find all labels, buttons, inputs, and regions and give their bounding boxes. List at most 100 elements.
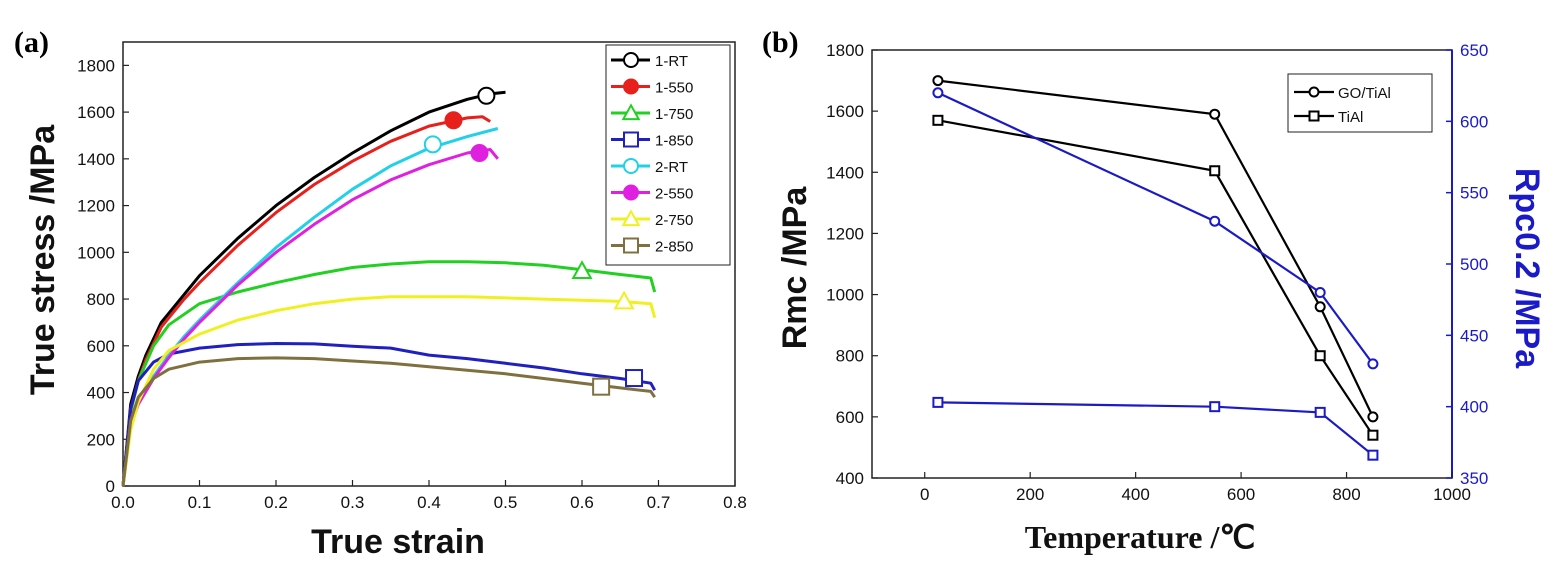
chart-b-left-tick-label: 1000: [826, 286, 864, 305]
chart-b-x-tick-label: 200: [1016, 485, 1044, 504]
chart-a-y-tick-label: 1200: [77, 197, 115, 216]
chart-b-point-rmc-GO-TiAl: [932, 75, 944, 87]
chart-b-line-rmc-GO-TiAl: [937, 79, 1374, 418]
chart-b-point-rmc-TiAl: [1367, 429, 1379, 441]
panel-b-label: (b): [762, 26, 799, 59]
chart-a-markers: [423, 86, 644, 396]
chart-a-series-line-2-750: [121, 295, 657, 487]
chart-a-legend-marker-2-750: [621, 209, 641, 227]
chart-a-legend-marker-1-550: [623, 78, 639, 95]
chart-b-legend: GO/TiAl TiAl: [1287, 73, 1433, 133]
chart-b-x-tick-label: 600: [1227, 485, 1255, 504]
chart-a-legend: 1-RT 1-550 1-750 1-850 2-RT 2-550 2-750 2-850: [605, 44, 731, 266]
chart-a-x-tick-label: 0.7: [647, 493, 671, 512]
chart-b-markers: [932, 75, 1379, 461]
chart-a-legend-label: 1-550: [655, 80, 693, 97]
chart-a-y-tick-label: 400: [87, 384, 115, 403]
chart-b-left-tick-label: 1800: [826, 41, 864, 60]
chart-b-point-rpc-GO-TiAl: [1314, 287, 1326, 299]
chart-a-legend-label: 2-550: [655, 186, 693, 203]
chart-b-legend-label: GO/TiAl: [1338, 85, 1391, 102]
chart-b-point-rmc-TiAl: [1209, 165, 1221, 177]
chart-a-y-axis-title: True stress /MPa: [24, 124, 62, 395]
chart-a-stress-strain: 0.0 0.1 0.2 0.3 0.4 0.5 0.6 0.7 0.8 0 200 400 600 800…: [24, 41, 747, 561]
chart-b-point-rpc-GO-TiAl: [1367, 358, 1379, 370]
chart-b-line-rpc-GO-TiAl: [937, 91, 1374, 365]
chart-a-legend-label: 1-750: [655, 106, 693, 123]
chart-b-point-rpc-TiAl: [932, 396, 944, 408]
chart-a-x-tick-label: 0.5: [494, 493, 518, 512]
chart-a-legend-marker-2-550: [623, 184, 639, 201]
chart-a-x-tick-label: 0.3: [341, 493, 365, 512]
chart-a-series-marker-1-750: [571, 260, 593, 280]
chart-b-left-tick-label: 600: [836, 408, 864, 427]
chart-a-legend-marker-2-RT: [623, 158, 639, 174]
chart-a-series-marker-1-850: [625, 369, 644, 388]
chart-b-point-rpc-TiAl: [1314, 406, 1326, 418]
chart-b-legend-marker: [1308, 86, 1320, 98]
chart-b-lines: [937, 79, 1374, 457]
chart-a-x-tick-label: 0.0: [111, 493, 135, 512]
chart-b-right-tick-label: 450: [1460, 326, 1488, 345]
chart-b-temperature: 0 200 400 600 800 1000 400 600 800 1000 1200 1400 16…: [776, 41, 1546, 555]
chart-b-left-tick-label: 1200: [826, 224, 864, 243]
chart-b-legend-marker: [1308, 110, 1320, 122]
chart-b-left-tick-label: 1600: [826, 102, 864, 121]
chart-a-y-tick-label: 200: [87, 430, 115, 449]
chart-b-line-rpc-TiAl: [937, 401, 1374, 457]
chart-a-x-tick-label: 0.2: [264, 493, 288, 512]
chart-a-ticks: 0.0 0.1 0.2 0.3 0.4 0.5 0.6 0.7 0.8 0 200 400 600 800…: [77, 56, 747, 512]
chart-a-legend-marker-2-850: [623, 237, 639, 254]
chart-a-legend-box: [605, 44, 731, 266]
chart-b-x-tick-label: 0: [920, 485, 929, 504]
chart-b-right-tick-label: 350: [1460, 469, 1488, 488]
chart-a-series-marker-2-RT: [423, 135, 442, 154]
chart-b-line-rmc-TiAl: [937, 119, 1374, 436]
chart-a-legend-label: 1-RT: [655, 53, 688, 70]
chart-a-legend-label: 2-RT: [655, 159, 688, 176]
chart-b-right-tick-label: 500: [1460, 255, 1488, 274]
chart-b-x-axis-title: Temperature /℃: [1025, 519, 1256, 555]
chart-a-y-tick-label: 600: [87, 337, 115, 356]
chart-b-legend-box: [1287, 73, 1433, 133]
chart-a-legend-label: 1-850: [655, 133, 693, 150]
chart-a-series-marker-1-RT: [477, 86, 496, 105]
chart-b-right-tick-label: 400: [1460, 398, 1488, 417]
chart-a-legend-label: 2-850: [655, 239, 693, 256]
chart-b-legend-label: TiAl: [1338, 109, 1363, 126]
chart-a-legend-marker-1-850: [623, 131, 639, 148]
chart-a-legend-label: 2-750: [655, 212, 693, 229]
chart-b-point-rmc-TiAl: [1314, 350, 1326, 362]
chart-a-series-marker-1-550: [444, 111, 463, 130]
chart-a-legend-marker-1-RT: [623, 52, 639, 68]
chart-b-point-rmc-GO-TiAl: [1209, 108, 1221, 120]
chart-b-point-rmc-GO-TiAl: [1314, 301, 1326, 313]
chart-b-right-axis-title: Rpc0.2 /MPa: [1508, 168, 1546, 369]
chart-b-left-axis-title: Rmc /MPa: [776, 186, 814, 350]
chart-b-left-tick-label: 800: [836, 347, 864, 366]
chart-a-series-marker-2-550: [470, 144, 489, 162]
chart-a-series-marker-2-750: [613, 290, 635, 310]
chart-a-x-tick-label: 0.8: [723, 493, 747, 512]
chart-a-series-line-1-850: [121, 342, 657, 487]
chart-a-y-tick-label: 1600: [77, 103, 115, 122]
chart-b-point-rpc-TiAl: [1367, 449, 1379, 461]
chart-a-legend-marker-1-750: [621, 103, 641, 121]
chart-b-right-tick-label: 550: [1460, 184, 1488, 203]
chart-b-x-tick-label: 1000: [1433, 485, 1471, 504]
chart-a-lines: [121, 90, 657, 487]
chart-a-x-tick-label: 0.4: [417, 493, 441, 512]
chart-a-y-tick-label: 1800: [77, 56, 115, 75]
chart-b-right-tick-label: 600: [1460, 112, 1488, 131]
chart-b-point-rmc-TiAl: [932, 114, 944, 126]
chart-a-x-axis-title: True strain: [311, 523, 485, 561]
chart-a-x-tick-label: 0.1: [188, 493, 212, 512]
chart-a-series-line-2-850: [121, 356, 656, 487]
chart-b-point-rpc-TiAl: [1209, 401, 1221, 413]
chart-a-series-marker-2-850: [592, 377, 611, 396]
chart-a-y-tick-label: 0: [106, 477, 115, 496]
chart-b-point-rpc-GO-TiAl: [1209, 215, 1221, 227]
chart-a-y-tick-label: 800: [87, 290, 115, 309]
chart-b-x-tick-label: 400: [1121, 485, 1149, 504]
